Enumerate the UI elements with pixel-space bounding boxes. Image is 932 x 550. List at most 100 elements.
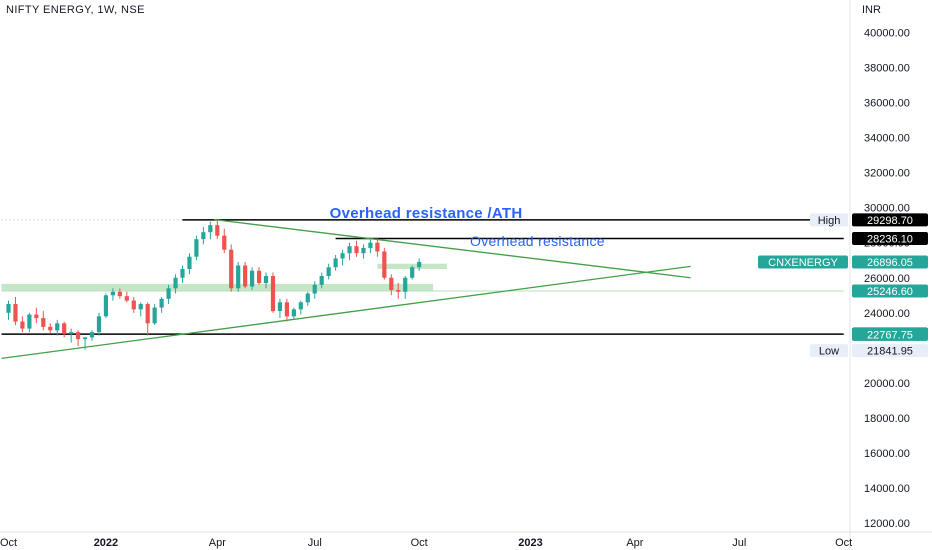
candle-body[interactable] bbox=[243, 265, 248, 287]
candle[interactable] bbox=[208, 221, 213, 240]
candle-body[interactable] bbox=[103, 295, 109, 317]
candle-body[interactable] bbox=[361, 247, 366, 254]
candle[interactable] bbox=[117, 288, 122, 299]
candle[interactable] bbox=[76, 330, 81, 347]
candle-body[interactable] bbox=[76, 332, 81, 340]
candle[interactable] bbox=[236, 261, 241, 292]
candle[interactable] bbox=[375, 238, 380, 257]
candle[interactable] bbox=[82, 337, 88, 350]
candle-body[interactable] bbox=[166, 288, 171, 299]
candle[interactable] bbox=[89, 330, 95, 341]
candle-body[interactable] bbox=[389, 277, 394, 291]
candle-body[interactable] bbox=[138, 304, 143, 310]
candle[interactable] bbox=[410, 265, 415, 280]
candle[interactable] bbox=[333, 254, 338, 271]
candle-body[interactable] bbox=[55, 323, 60, 331]
candle[interactable] bbox=[103, 293, 109, 319]
candle-body[interactable] bbox=[263, 276, 269, 284]
candle-body[interactable] bbox=[145, 304, 150, 324]
candle-body[interactable] bbox=[180, 268, 185, 278]
candle[interactable] bbox=[347, 242, 352, 261]
candle-body[interactable] bbox=[89, 332, 95, 338]
candle-body[interactable] bbox=[194, 239, 199, 257]
candle-body[interactable] bbox=[396, 290, 401, 292]
candle[interactable] bbox=[263, 272, 269, 289]
candle[interactable] bbox=[138, 302, 143, 317]
candle[interactable] bbox=[187, 253, 192, 275]
candle[interactable] bbox=[340, 249, 345, 266]
candle-body[interactable] bbox=[410, 267, 415, 278]
candle[interactable] bbox=[215, 219, 220, 240]
candle-body[interactable] bbox=[277, 302, 283, 312]
candle[interactable] bbox=[152, 304, 157, 326]
candle-body[interactable] bbox=[354, 246, 359, 254]
candle-body[interactable] bbox=[110, 291, 115, 296]
candle-layer[interactable] bbox=[6, 219, 422, 350]
candle[interactable] bbox=[62, 321, 67, 338]
candle-body[interactable] bbox=[13, 304, 18, 322]
candle[interactable] bbox=[319, 272, 324, 289]
candle[interactable] bbox=[277, 298, 283, 319]
candle[interactable] bbox=[34, 307, 39, 324]
candle[interactable] bbox=[361, 244, 366, 259]
candle-body[interactable] bbox=[333, 258, 338, 268]
candle-body[interactable] bbox=[187, 256, 192, 269]
candle-body[interactable] bbox=[417, 261, 422, 268]
candle-body[interactable] bbox=[69, 332, 74, 334]
candle-body[interactable] bbox=[159, 298, 164, 308]
candle-body[interactable] bbox=[326, 267, 331, 276]
candle-body[interactable] bbox=[375, 242, 380, 252]
candle-body[interactable] bbox=[298, 302, 303, 310]
candle-body[interactable] bbox=[41, 318, 46, 327]
candle[interactable] bbox=[368, 239, 373, 254]
candle-body[interactable] bbox=[208, 225, 213, 233]
candle-body[interactable] bbox=[236, 265, 241, 289]
candle-body[interactable] bbox=[340, 253, 345, 259]
candle[interactable] bbox=[222, 228, 227, 254]
candle-body[interactable] bbox=[173, 277, 178, 289]
candle[interactable] bbox=[55, 319, 60, 336]
candle-body[interactable] bbox=[222, 235, 227, 250]
candle[interactable] bbox=[173, 274, 178, 294]
candle-body[interactable] bbox=[270, 276, 276, 312]
candle[interactable] bbox=[48, 323, 53, 334]
candle-body[interactable] bbox=[34, 314, 39, 319]
candle[interactable] bbox=[145, 302, 150, 336]
candle-body[interactable] bbox=[152, 307, 157, 324]
candle[interactable] bbox=[110, 288, 115, 301]
candle[interactable] bbox=[270, 272, 276, 313]
candle[interactable] bbox=[20, 316, 25, 333]
candle-body[interactable] bbox=[368, 242, 373, 248]
candle-body[interactable] bbox=[27, 314, 32, 329]
candle[interactable] bbox=[354, 240, 359, 257]
candle-body[interactable] bbox=[319, 276, 324, 285]
candle[interactable] bbox=[312, 281, 317, 299]
candle-body[interactable] bbox=[291, 309, 296, 317]
candle[interactable] bbox=[256, 267, 262, 285]
candle-body[interactable] bbox=[117, 291, 122, 297]
candle-body[interactable] bbox=[347, 246, 352, 254]
candle-body[interactable] bbox=[124, 296, 129, 301]
candle-body[interactable] bbox=[201, 232, 206, 240]
candle[interactable] bbox=[13, 297, 18, 326]
candle-body[interactable] bbox=[256, 270, 262, 284]
candle[interactable] bbox=[305, 291, 310, 306]
candle-body[interactable] bbox=[403, 277, 408, 292]
candle-body[interactable] bbox=[82, 337, 88, 340]
candle[interactable] bbox=[417, 258, 422, 271]
candle[interactable] bbox=[6, 300, 11, 320]
candle-body[interactable] bbox=[131, 300, 136, 310]
candle[interactable] bbox=[298, 300, 303, 315]
candle[interactable] bbox=[403, 276, 408, 299]
candle-body[interactable] bbox=[20, 321, 25, 329]
candle-body[interactable] bbox=[305, 293, 310, 303]
candle[interactable] bbox=[124, 291, 129, 303]
candle[interactable] bbox=[96, 312, 102, 336]
candle[interactable] bbox=[250, 267, 255, 291]
candle-body[interactable] bbox=[284, 302, 289, 317]
candle-body[interactable] bbox=[250, 270, 255, 287]
candle[interactable] bbox=[396, 283, 401, 299]
candle[interactable] bbox=[69, 328, 74, 343]
candle[interactable] bbox=[382, 247, 387, 280]
